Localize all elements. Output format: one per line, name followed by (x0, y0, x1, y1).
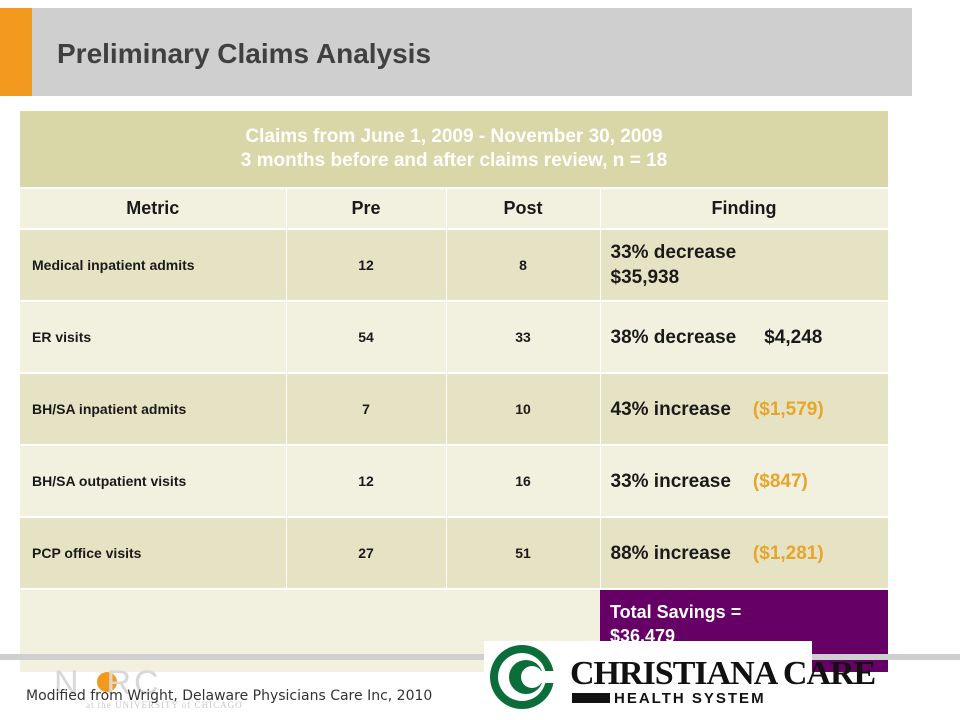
table-row: ER visits 54 33 38% decrease $4,248 (20, 301, 889, 374)
pre-value-cell: 27 (286, 517, 447, 590)
table-row: BH/SA inpatient admits 7 10 43% increase ($1… (20, 373, 889, 446)
metric-cell: ER visits (20, 301, 287, 374)
finding-text: 88% increase (610, 542, 731, 564)
christiana-care-wordmark: CHRISTIANA CARE (570, 655, 876, 692)
christiana-care-bar (572, 693, 610, 703)
finding-cell: 43% increase ($1,579) (600, 373, 889, 446)
column-header-metric: Metric (20, 188, 287, 230)
table-header-line2: 3 months before and after claims review,… (240, 150, 668, 171)
post-value-cell: 51 (446, 517, 601, 590)
norc-logo-sun-icon (97, 672, 117, 692)
finding-text: 33% increase (610, 470, 731, 492)
table-row: Medical inpatient admits 12 8 33% decrease $… (20, 229, 889, 302)
table-row: PCP office visits 27 51 88% increase ($1,281… (20, 517, 889, 590)
savings-amount: $4,248 (764, 326, 823, 348)
footer-divider (0, 654, 960, 660)
post-value-cell: 16 (446, 445, 601, 518)
column-header-row: Metric Pre Post Finding (20, 188, 889, 230)
finding-cell: 33% increase ($847) (600, 445, 889, 518)
savings-amount: ($1,579) (752, 398, 824, 420)
finding-cell: 33% decrease $35,938 (600, 229, 889, 302)
finding-text: 33% decrease (610, 242, 737, 263)
finding-text: 38% decrease (610, 326, 737, 348)
post-value-cell: 33 (446, 301, 601, 374)
pre-value-cell: 7 (286, 373, 447, 446)
source-credit: Modified from Wright, Delaware Physician… (26, 688, 433, 704)
table-header: Claims from June 1, 2009 - November 30, … (20, 111, 888, 189)
title-band: Preliminary Claims Analysis (0, 8, 912, 96)
column-header-pre: Pre (286, 188, 447, 230)
savings-amount: $35,938 (610, 267, 680, 288)
finding-text: 43% increase (610, 398, 731, 420)
christiana-care-logo: CHRISTIANA CARE HEALTH SYSTEM (484, 641, 876, 713)
pre-value-cell: 12 (286, 445, 447, 518)
norc-logo-letters: N RC (54, 664, 162, 702)
metric-cell: BH/SA inpatient admits (20, 373, 287, 446)
savings-amount: ($847) (752, 470, 808, 492)
metric-cell: PCP office visits (20, 517, 287, 590)
christiana-care-subtitle: HEALTH SYSTEM (614, 690, 766, 707)
christiana-care-emblem-icon (490, 645, 558, 709)
claims-table: Claims from June 1, 2009 - November 30, … (20, 111, 889, 672)
pre-value-cell: 12 (286, 229, 447, 302)
norc-logo-subtitle: at the UNIVERSITY of CHICAGO (86, 700, 243, 710)
title-accent-bar (0, 8, 32, 96)
pre-value-cell: 54 (286, 301, 447, 374)
column-header-post: Post (446, 188, 601, 230)
post-value-cell: 10 (446, 373, 601, 446)
table-body: Medical inpatient admits 12 8 33% decrease $… (20, 229, 889, 672)
metric-cell: Medical inpatient admits (20, 229, 287, 302)
slide-title: Preliminary Claims Analysis (57, 38, 432, 69)
finding-cell: 88% increase ($1,281) (600, 517, 889, 590)
table-row: BH/SA outpatient visits 12 16 33% increase (… (20, 445, 889, 518)
norc-logo: N RC at the UNIVERSITY of CHICAGO (54, 664, 244, 710)
metric-cell: BH/SA outpatient visits (20, 445, 287, 518)
table-header-line1: Claims from June 1, 2009 - November 30, … (245, 126, 663, 147)
finding-cell: 38% decrease $4,248 (600, 301, 889, 374)
table-header-row: Claims from June 1, 2009 - November 30, … (20, 111, 888, 189)
savings-amount: ($1,281) (752, 542, 824, 564)
column-header-finding: Finding (600, 188, 889, 230)
post-value-cell: 8 (446, 229, 601, 302)
total-savings-label: Total Savings = (610, 602, 742, 622)
